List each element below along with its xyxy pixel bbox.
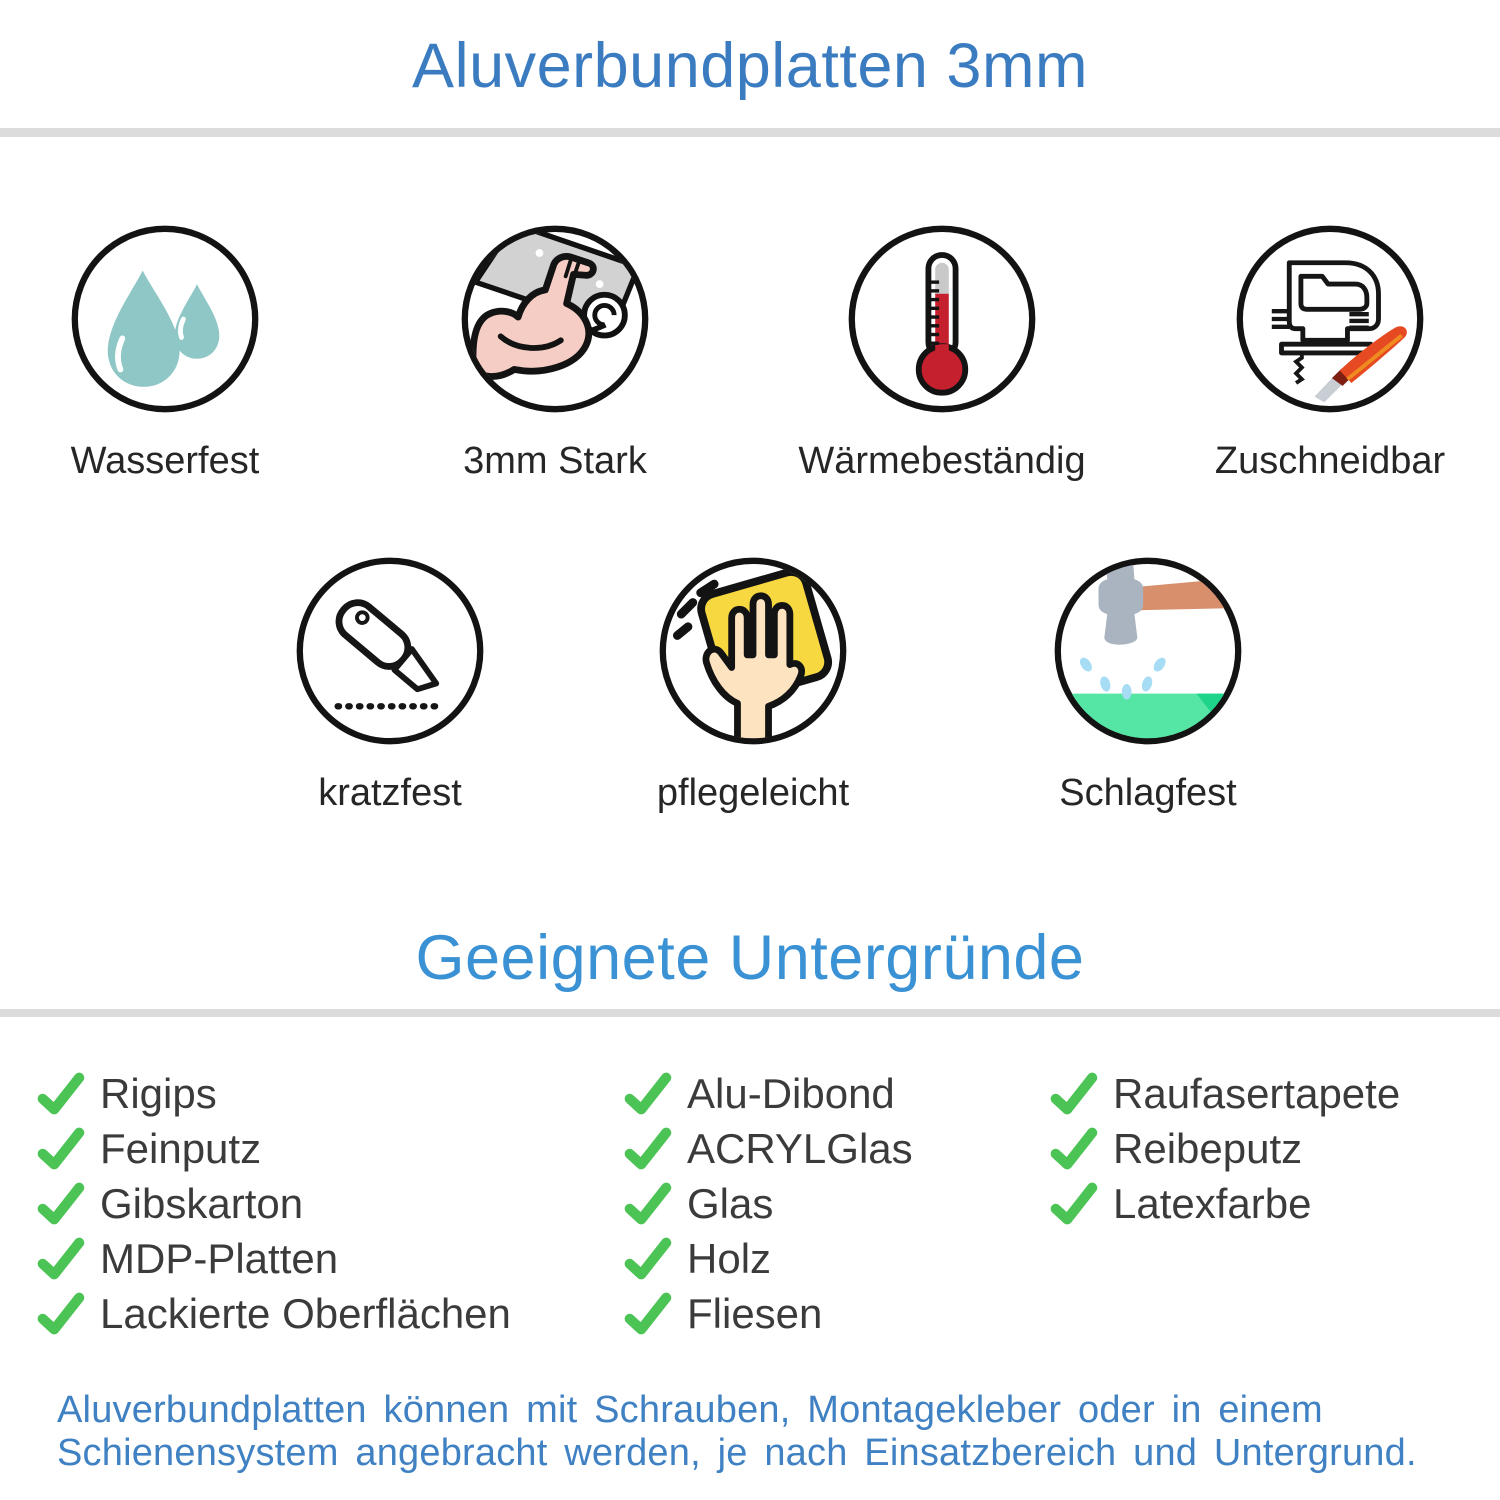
substrate-item: Rigips: [35, 1066, 511, 1121]
check-icon: [37, 1127, 85, 1169]
utility-knife-icon: [296, 557, 484, 745]
feature-label: Schlagfest: [1059, 772, 1237, 814]
substrate-item: MDP-Platten: [35, 1231, 511, 1286]
feature-label: pflegeleicht: [656, 772, 850, 814]
substrate-item: Glas: [622, 1176, 913, 1231]
substrate-column-1: Rigips Feinputz Gibskarton MDP-Platten L…: [35, 1066, 511, 1341]
thermometer-icon: [848, 225, 1036, 413]
thermometer-icon: [845, 222, 1039, 416]
check-icon: [624, 1292, 672, 1334]
feature-pflegeleicht: pflegeleicht: [593, 554, 913, 815]
page-title: Aluverbundplatten 3mm: [412, 31, 1088, 101]
substrate-column-3: Raufasertapete Reibeputz Latexfarbe: [1048, 1066, 1400, 1231]
substrate-label: Raufasertapete: [1113, 1069, 1401, 1117]
substrate-item: Lackierte Oberflächen: [35, 1286, 511, 1341]
check-icon: [624, 1182, 672, 1224]
feature-zuschneidbar: Zuschneidbar: [1170, 222, 1490, 483]
feature-label: Wasserfest: [70, 440, 260, 482]
check-icon: [624, 1127, 672, 1169]
check-icon: [624, 1237, 672, 1279]
check-icon: [37, 1182, 85, 1224]
substrate-label: Alu-Dibond: [687, 1069, 895, 1117]
check-icon: [624, 1072, 672, 1114]
water-drops-icon: [71, 225, 259, 413]
feature-label: Zuschneidbar: [1214, 440, 1446, 482]
substrate-label: Lackierte Oberflächen: [100, 1289, 511, 1337]
check-icon: [1050, 1072, 1098, 1114]
substrate-label: ACRYLGlas: [687, 1124, 913, 1172]
jigsaw-cutter-icon: [1233, 222, 1427, 416]
substrate-item: Gibskarton: [35, 1176, 511, 1231]
substrate-label: Glas: [687, 1179, 774, 1227]
hand-cloth-icon: [659, 557, 847, 745]
feature-label: Wärmebeständig: [798, 440, 1086, 482]
feature-label: kratzfest: [318, 772, 462, 814]
substrate-item: Fliesen: [622, 1286, 913, 1341]
feature-3mm-stark: 3mm Stark: [395, 222, 715, 483]
hammer-impact-icon: [1054, 557, 1242, 745]
substrate-column-2: Alu-Dibond ACRYLGlas Glas Holz Fliesen: [622, 1066, 913, 1341]
hammer-impact-icon: [1051, 554, 1245, 748]
jigsaw-cutter-icon: [1236, 225, 1424, 413]
check-icon: [37, 1237, 85, 1279]
substrate-item: Latexfarbe: [1048, 1176, 1400, 1231]
mounting-note: Aluverbundplatten können mit Schrauben, …: [57, 1389, 1417, 1475]
check-icon: [37, 1292, 85, 1334]
flexed-arm-icon: [461, 225, 649, 413]
substrate-label: Rigips: [100, 1069, 217, 1117]
hand-cloth-icon: [656, 554, 850, 748]
feature-kratzfest: kratzfest: [230, 554, 550, 815]
water-drops-icon: [68, 222, 262, 416]
divider-top: [0, 128, 1500, 137]
check-icon: [1050, 1127, 1098, 1169]
utility-knife-icon: [293, 554, 487, 748]
substrate-label: Latexfarbe: [1113, 1179, 1312, 1227]
feature-wasserfest: Wasserfest: [5, 222, 325, 483]
mounting-note-line: Schienensystem angebracht werden, je nac…: [57, 1432, 1417, 1474]
check-icon: [37, 1072, 85, 1114]
mounting-note-line: Aluverbundplatten können mit Schrauben, …: [57, 1389, 1323, 1431]
flexed-arm-icon: [458, 222, 652, 416]
substrate-label: Fliesen: [687, 1289, 823, 1337]
substrate-label: Holz: [687, 1234, 772, 1282]
substrate-item: Raufasertapete: [1048, 1066, 1400, 1121]
substrate-label: Gibskarton: [100, 1179, 304, 1227]
feature-label: 3mm Stark: [463, 440, 647, 482]
substrate-label: Reibeputz: [1113, 1124, 1303, 1172]
check-icon: [1050, 1182, 1098, 1224]
substrate-item: Holz: [622, 1231, 913, 1286]
substrate-item: Feinputz: [35, 1121, 511, 1176]
feature-waermebestaendig: Wärmebeständig: [782, 222, 1102, 483]
section-title-substrates: Geeignete Untergründe: [415, 923, 1085, 993]
divider-bottom: [0, 1009, 1500, 1017]
substrate-label: MDP-Platten: [100, 1234, 339, 1282]
substrate-item: ACRYLGlas: [622, 1121, 913, 1176]
substrate-item: Alu-Dibond: [622, 1066, 913, 1121]
feature-schlagfest: Schlagfest: [988, 554, 1308, 815]
substrate-label: Feinputz: [100, 1124, 262, 1172]
substrate-item: Reibeputz: [1048, 1121, 1400, 1176]
